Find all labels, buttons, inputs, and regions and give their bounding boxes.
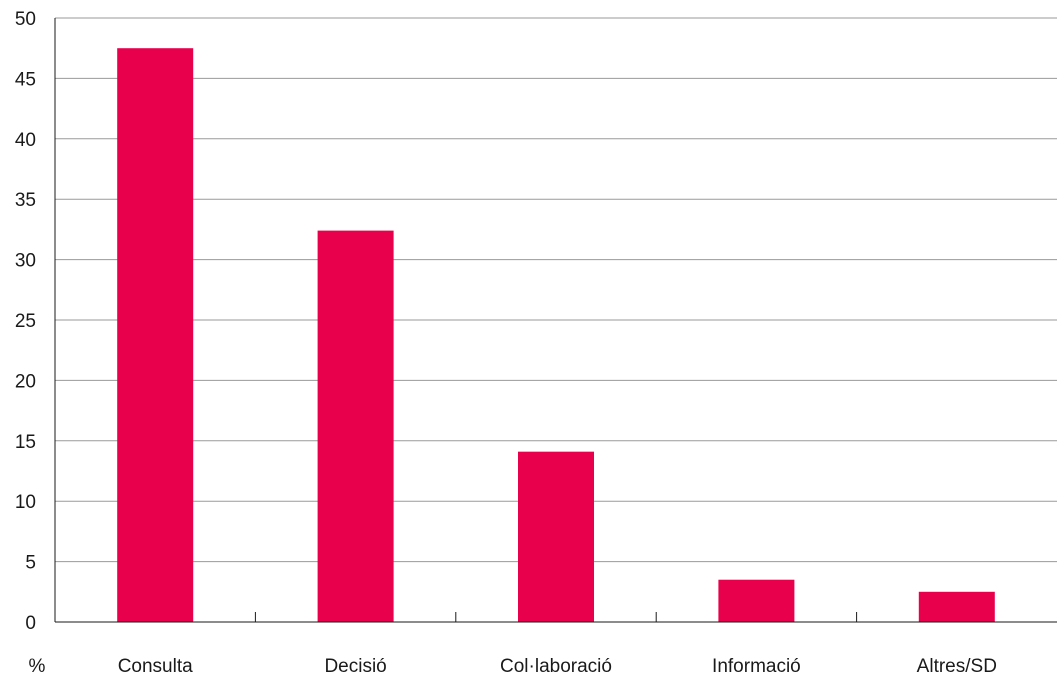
- bar-altres-sd: [918, 591, 995, 622]
- y-tick-label: 0: [25, 613, 36, 634]
- gridlines: [55, 17, 1057, 563]
- y-tick-label: 40: [15, 130, 36, 151]
- x-category-label: Consulta: [118, 656, 193, 677]
- bar-col-laboraci-: [518, 451, 594, 622]
- y-tick-label: 45: [15, 69, 36, 90]
- y-tick-label: 5: [25, 553, 36, 574]
- y-tick-label: 35: [15, 190, 36, 211]
- y-tick-label: 30: [15, 251, 36, 272]
- x-category-label: Altres/SD: [917, 656, 997, 677]
- bar-informaci-: [718, 579, 795, 622]
- y-tick-label: 50: [15, 9, 36, 30]
- bars: [117, 48, 995, 622]
- y-tick-label: 10: [15, 492, 36, 513]
- labels: 0 5 10 15 20 25 30 35 40 45 50 Consulta Decisió Col·l…: [15, 9, 997, 677]
- y-tick-label: 15: [15, 432, 36, 453]
- bar-decisi-: [317, 230, 394, 622]
- bar-consulta: [117, 48, 194, 622]
- x-category-label: Col·laboració: [500, 656, 612, 677]
- y-tick-label: 20: [15, 371, 36, 392]
- x-category-label: Decisió: [324, 656, 386, 677]
- y-axis-unit-label: %: [29, 656, 46, 677]
- y-tick-label: 25: [15, 311, 36, 332]
- axes: [54, 18, 1057, 623]
- x-category-label: Informació: [712, 656, 801, 677]
